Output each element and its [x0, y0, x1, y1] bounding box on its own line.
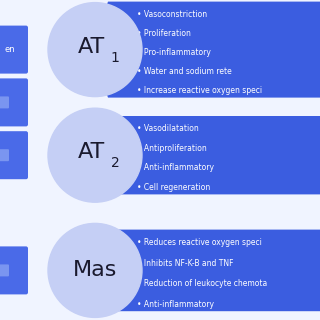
Circle shape [48, 108, 142, 202]
FancyBboxPatch shape [0, 131, 28, 179]
Text: • Antiproliferation: • Antiproliferation [137, 144, 207, 153]
Text: • Anti-inflammatory: • Anti-inflammatory [137, 300, 214, 308]
Text: • Water and sodium rete: • Water and sodium rete [137, 67, 232, 76]
Text: 1: 1 [111, 51, 119, 65]
Polygon shape [90, 2, 320, 98]
Polygon shape [90, 230, 320, 311]
Text: Mas: Mas [73, 260, 117, 280]
Text: • Vasodilatation: • Vasodilatation [137, 124, 199, 133]
FancyBboxPatch shape [0, 149, 9, 161]
FancyBboxPatch shape [0, 246, 28, 294]
Polygon shape [90, 116, 320, 194]
Text: • Anti-inflammatory: • Anti-inflammatory [137, 164, 214, 172]
Circle shape [48, 3, 142, 97]
Text: • Reduction of leukocyte chemota: • Reduction of leukocyte chemota [137, 279, 267, 288]
Text: • Reduces reactive oxygen speci: • Reduces reactive oxygen speci [137, 238, 262, 247]
Text: AT: AT [77, 36, 105, 57]
Text: en: en [5, 45, 15, 54]
Text: • Proliferation: • Proliferation [137, 29, 191, 38]
Text: 2: 2 [111, 156, 119, 170]
Text: • Cell regeneration: • Cell regeneration [137, 183, 210, 192]
Circle shape [48, 223, 142, 317]
Text: • Inhibits NF-K-B and TNF: • Inhibits NF-K-B and TNF [137, 259, 234, 268]
FancyBboxPatch shape [0, 96, 9, 108]
Text: AT: AT [77, 142, 105, 162]
Text: • Pro-inflammatory: • Pro-inflammatory [137, 48, 211, 57]
FancyBboxPatch shape [0, 78, 28, 126]
Text: • Increase reactive oxygen speci: • Increase reactive oxygen speci [137, 86, 262, 95]
Text: • Vasoconstriction: • Vasoconstriction [137, 10, 207, 19]
FancyBboxPatch shape [0, 264, 9, 276]
FancyBboxPatch shape [0, 26, 28, 74]
